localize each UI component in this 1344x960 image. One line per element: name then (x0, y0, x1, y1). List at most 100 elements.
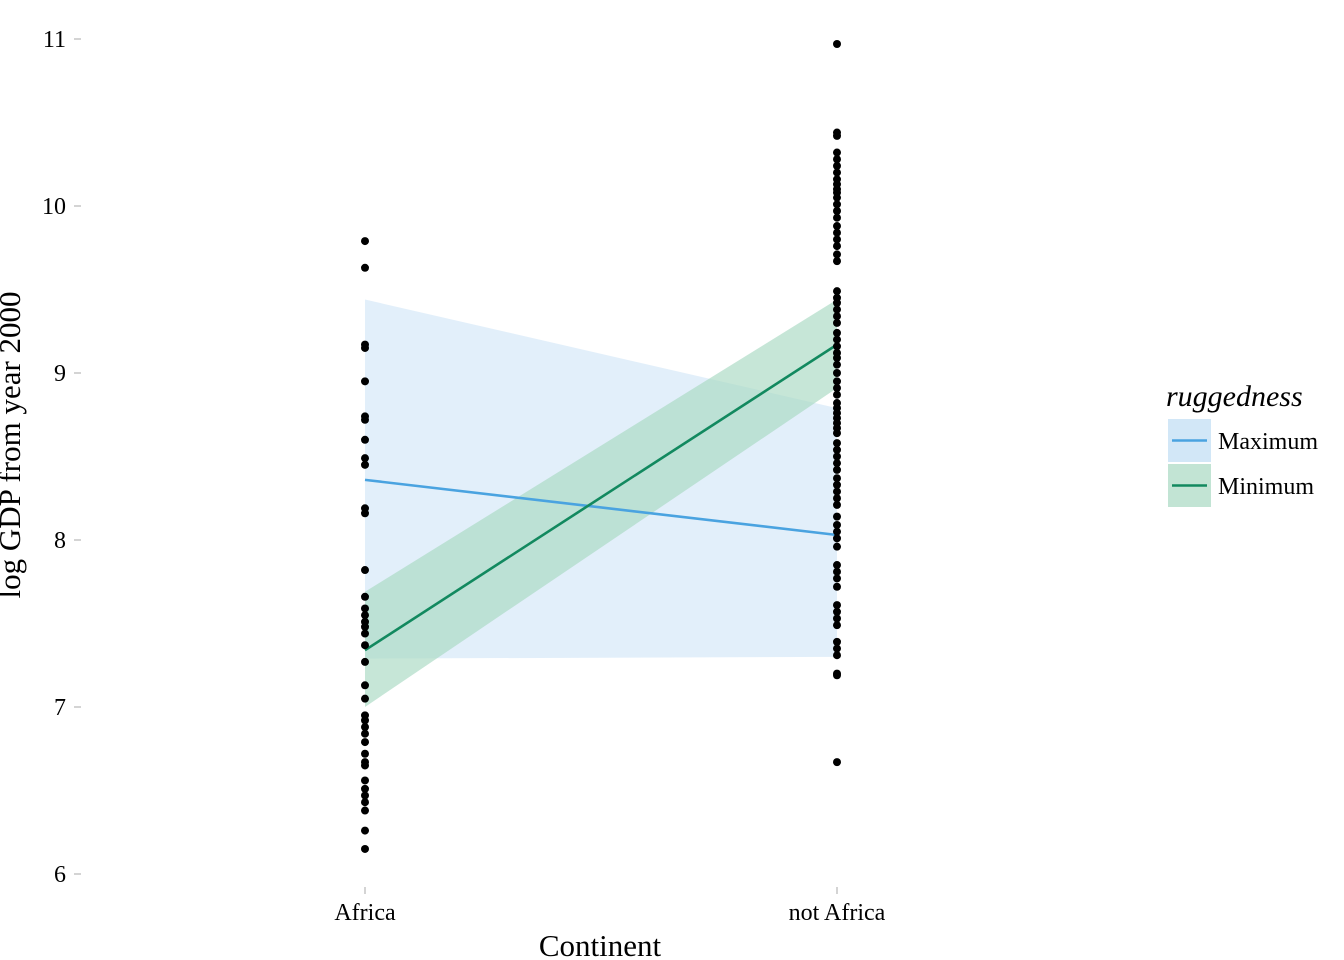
data-point-not-africa (833, 257, 841, 266)
confidence-ribbons (365, 299, 837, 707)
data-point-africa (361, 657, 369, 666)
data-point-not-africa (833, 40, 841, 49)
y-tick-label: 9 (54, 361, 66, 387)
data-point-africa (361, 723, 369, 732)
data-point-africa (361, 806, 369, 815)
data-point-not-africa (833, 242, 841, 251)
line-minimum (364, 343, 838, 652)
data-point-not-africa (833, 312, 841, 321)
data-point-not-africa (833, 474, 841, 483)
data-point-not-africa (833, 235, 841, 244)
data-point-not-africa (833, 534, 841, 543)
data-point-not-africa (833, 390, 841, 399)
x-axis: Africa not Africa (334, 887, 886, 926)
data-point-africa (361, 435, 369, 444)
data-point-not-africa (833, 228, 841, 237)
data-point-africa (361, 716, 369, 725)
data-point-africa (361, 566, 369, 575)
data-point-not-africa (833, 465, 841, 474)
data-point-not-africa (833, 452, 841, 461)
data-point-not-africa (833, 155, 841, 164)
data-point-not-africa (833, 250, 841, 259)
data-point-not-africa (833, 207, 841, 216)
data-point-not-africa (833, 360, 841, 369)
data-point-africa (361, 237, 369, 246)
x-axis-title: Continent (539, 928, 662, 960)
data-point-africa (361, 592, 369, 601)
data-point-africa (361, 738, 369, 747)
data-point-not-africa (833, 459, 841, 468)
data-point-africa (361, 729, 369, 738)
data-point-africa (361, 454, 369, 463)
data-point-africa (361, 791, 369, 800)
data-point-africa (361, 761, 369, 770)
data-point-africa (361, 776, 369, 785)
data-point-africa (361, 641, 369, 650)
data-point-not-africa (833, 439, 841, 448)
data-point-not-africa (833, 601, 841, 610)
data-point-not-africa (833, 758, 841, 767)
data-point-not-africa (833, 644, 841, 653)
data-point-africa (361, 784, 369, 793)
data-point-africa (361, 826, 369, 835)
data-point-not-africa (833, 494, 841, 503)
y-tick-label: 7 (54, 695, 66, 721)
data-point-not-africa (833, 200, 841, 209)
x-tick-label: Africa (334, 900, 396, 926)
data-point-africa (361, 460, 369, 469)
data-point-not-africa (833, 500, 841, 509)
data-point-africa (361, 798, 369, 807)
data-point-not-africa (833, 574, 841, 583)
data-point-not-africa (833, 487, 841, 496)
data-point-not-africa (833, 328, 841, 337)
y-axis: 6 7 8 9 10 11 (42, 27, 81, 888)
ribbon-minimum (365, 299, 837, 707)
data-point-africa (361, 622, 369, 631)
data-point-africa (361, 604, 369, 613)
legend-title: ruggedness (1166, 380, 1303, 413)
data-point-not-africa (833, 512, 841, 521)
data-point-africa (361, 509, 369, 518)
data-point-africa (361, 629, 369, 638)
data-point-not-africa (833, 213, 841, 222)
data-point-not-africa (833, 621, 841, 630)
data-point-not-africa (833, 561, 841, 570)
data-point-africa (361, 749, 369, 758)
data-point-not-africa (833, 582, 841, 591)
data-point-not-africa (833, 542, 841, 551)
data-point-africa (361, 415, 369, 424)
data-point-africa (361, 694, 369, 703)
data-point-africa (361, 263, 369, 272)
y-tick-label: 11 (43, 27, 66, 53)
data-point-not-africa (833, 131, 841, 140)
data-point-africa (361, 611, 369, 620)
data-point-not-africa (833, 353, 841, 362)
data-point-not-africa (833, 335, 841, 344)
data-point-not-africa (833, 384, 841, 393)
data-point-not-africa (833, 298, 841, 307)
data-point-not-africa (833, 168, 841, 177)
y-axis-title: log GDP from year 2000 (0, 291, 27, 598)
data-point-africa (361, 343, 369, 352)
data-point-africa (361, 377, 369, 386)
data-point-not-africa (833, 287, 841, 296)
fit-lines (364, 343, 838, 652)
data-point-not-africa (833, 429, 841, 438)
data-point-not-africa (833, 193, 841, 202)
y-tick-label: 10 (42, 194, 66, 220)
data-point-africa (361, 844, 369, 853)
line-maximum (364, 478, 838, 537)
data-points (361, 40, 841, 853)
data-point-not-africa (833, 305, 841, 314)
data-point-not-africa (833, 671, 841, 680)
data-point-not-africa (833, 614, 841, 623)
data-point-not-africa (833, 637, 841, 646)
data-point-not-africa (833, 342, 841, 351)
data-point-not-africa (833, 377, 841, 386)
y-tick-label: 8 (54, 528, 66, 554)
x-tick-label: not Africa (789, 900, 886, 926)
y-tick-label: 6 (54, 862, 66, 888)
data-point-not-africa (833, 445, 841, 454)
data-point-africa (361, 681, 369, 690)
